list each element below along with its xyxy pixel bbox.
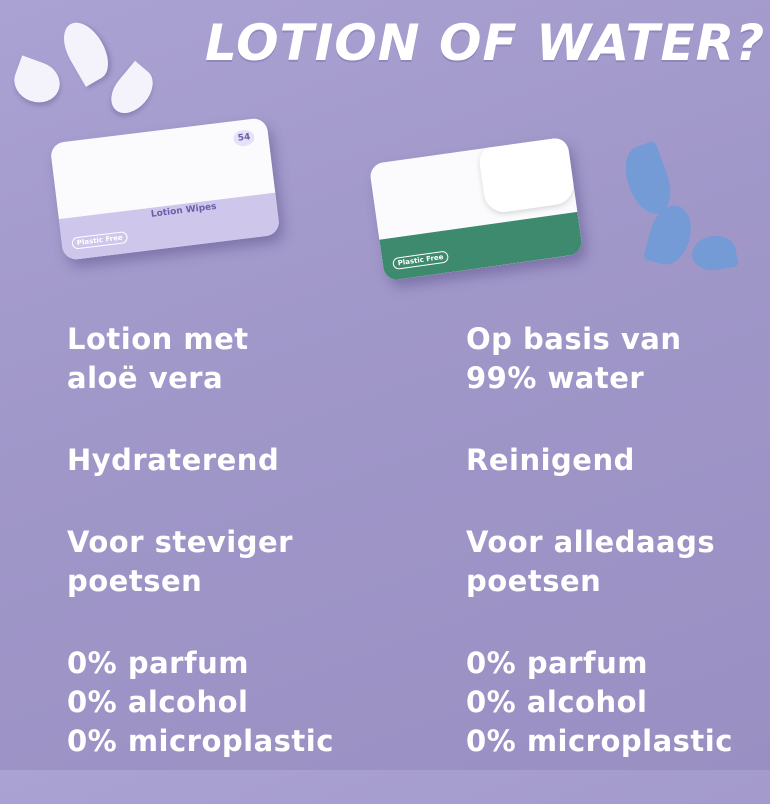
water-base: Op basis van 99% water [466, 320, 733, 398]
lotion-base: Lotion met aloë vera [67, 320, 334, 398]
lotion-use: Voor steviger poetsen [67, 523, 334, 601]
text-line: 99% water [466, 361, 645, 395]
text-line: 0% parfum [466, 646, 648, 680]
lotion-wipes-package: Lotion Wipes 54 Plastic Free [49, 117, 281, 261]
lotion-column: Lotion met aloë vera Hydraterend Voor ste… [67, 320, 334, 804]
text-line: Lotion met [67, 322, 249, 356]
package-band [379, 211, 584, 282]
package-count: 54 [232, 128, 256, 148]
text-line: 0% alcohol [466, 685, 648, 719]
text-line: 0% parfum [67, 646, 249, 680]
text-line: poetsen [466, 564, 602, 598]
water-use: Voor alledaags poetsen [466, 523, 733, 601]
text-line: poetsen [67, 564, 203, 598]
text-line: 0% microplastic [466, 724, 733, 758]
text-line: 0% microplastic [67, 724, 334, 758]
text-line: Op basis van [466, 322, 682, 356]
text-line: 0% alcohol [67, 685, 249, 719]
water-free-of: 0% parfum 0% alcohol 0% microplastic [466, 644, 733, 761]
text-line: Voor steviger [67, 525, 293, 559]
text-line: Voor alledaags [466, 525, 716, 559]
water-effect: Reinigend [466, 443, 635, 477]
water-column: Op basis van 99% water Reinigend Voor all… [466, 320, 733, 804]
page-title: LOTION OF WATER? [205, 14, 766, 72]
wipe-sheet [477, 136, 577, 215]
package-band [58, 192, 281, 261]
lotion-free-of: 0% parfum 0% alcohol 0% microplastic [67, 644, 334, 761]
text-line: aloë vera [67, 361, 224, 395]
lotion-effect: Hydraterend [67, 443, 280, 477]
water-wipes-package: Plastic Free [368, 136, 584, 282]
